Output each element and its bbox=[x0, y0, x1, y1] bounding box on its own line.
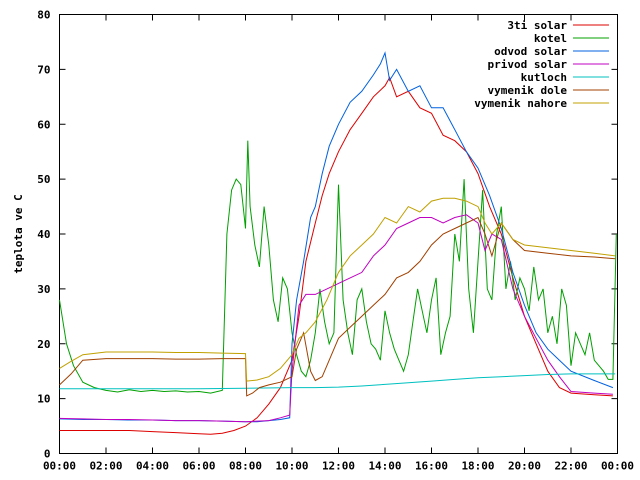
x-tick-label: 22:00 bbox=[554, 460, 587, 473]
y-tick-label: 70 bbox=[37, 63, 50, 76]
y-tick-label: 40 bbox=[37, 228, 50, 241]
x-tick-label: 08:00 bbox=[229, 460, 262, 473]
legend-label: privod solar bbox=[488, 58, 568, 71]
legend-label: vymenik nahore bbox=[474, 97, 567, 110]
x-tick-label: 12:00 bbox=[322, 460, 355, 473]
legend-label: 3ti solar bbox=[507, 19, 567, 32]
x-tick-label: 00:00 bbox=[43, 460, 76, 473]
y-tick-label: 50 bbox=[37, 173, 50, 186]
series-lines bbox=[59, 51, 617, 435]
y-tick-label: 30 bbox=[37, 283, 50, 296]
x-tick-label: 00:00 bbox=[601, 460, 634, 473]
y-axis-label: teplota ve C bbox=[12, 194, 25, 273]
legend-label: odvod solar bbox=[494, 45, 567, 58]
y-tick-label: 60 bbox=[37, 118, 50, 131]
series-line-privod-solar bbox=[59, 214, 613, 423]
legend-label: kotel bbox=[534, 32, 567, 45]
series-line-vymenik-dole bbox=[59, 216, 616, 397]
y-tick-label: 20 bbox=[37, 338, 50, 351]
x-tick-label: 10:00 bbox=[275, 460, 308, 473]
series-line-kotel bbox=[59, 140, 617, 394]
series-line-vymenik-nahore bbox=[59, 197, 616, 382]
series-line-kutloch bbox=[59, 373, 616, 390]
x-tick-label: 20:00 bbox=[508, 460, 541, 473]
x-tick-label: 04:00 bbox=[136, 460, 169, 473]
x-tick-label: 16:00 bbox=[415, 460, 448, 473]
y-tick-label: 10 bbox=[37, 393, 50, 406]
x-tick-label: 02:00 bbox=[89, 460, 122, 473]
x-tick-label: 14:00 bbox=[368, 460, 401, 473]
y-tick-label: 0 bbox=[44, 448, 51, 461]
series-line-3ti-solar bbox=[59, 76, 613, 435]
x-axis-ticks: 00:00 02:00 04:00 06:00 08:00 10:00 12:00 14:00… bbox=[43, 14, 634, 473]
legend-label: kutloch bbox=[521, 71, 567, 84]
x-tick-label: 18:00 bbox=[461, 460, 494, 473]
y-axis-ticks: 0 10 20 30 40 50 60 70 80 bbox=[37, 9, 618, 461]
x-tick-label: 06:00 bbox=[182, 460, 215, 473]
y-tick-label: 80 bbox=[37, 9, 50, 22]
legend-label: vymenik dole bbox=[488, 84, 568, 97]
